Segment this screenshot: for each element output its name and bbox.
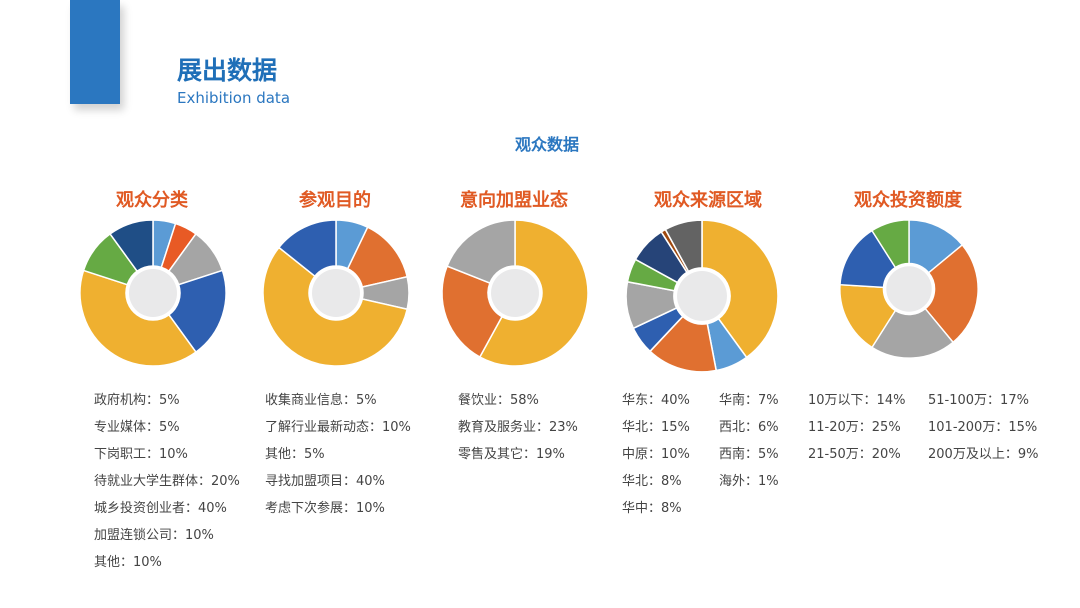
chart-title-franchise-intent: 意向加盟业态 (460, 190, 568, 211)
header-accent-bar (70, 0, 120, 104)
donut-hole (677, 271, 727, 321)
chart-title-investment-amount: 观众投资额度 (854, 190, 962, 211)
legend-item: 中原：10% (622, 447, 690, 462)
legend-item: 专业媒体：5% (94, 420, 180, 435)
donut-hole (312, 269, 360, 317)
donut-slice (870, 307, 955, 359)
donut-slice (446, 219, 516, 285)
chart-title-visit-purpose: 参观目的 (299, 190, 371, 211)
donut-chart-audience-category (79, 219, 227, 367)
legend-item: 教育及服务业：23% (458, 420, 578, 435)
legend-item: 加盟连锁公司：10% (94, 528, 214, 543)
legend-item: 华南：7% (719, 393, 779, 408)
donut-slice (924, 243, 979, 344)
donut-slice (277, 219, 337, 278)
legend-audience-region: 华东：40% 华南：7% 华北：15% 西北：6% 中原：10% 西南：5% 华… (622, 392, 819, 527)
donut-slice (701, 219, 779, 359)
chart-title-audience-region: 观众来源区域 (654, 190, 762, 211)
donut-slice (109, 219, 154, 273)
donut-slice (664, 219, 703, 273)
page-subtitle: Exhibition data (177, 89, 291, 107)
donut-chart-audience-region (625, 219, 779, 373)
legend-item: 寻找加盟项目：40% (265, 474, 385, 489)
legend-item: 政府机构：5% (94, 393, 180, 408)
legend-item: 待就业大学生群体：20% (94, 474, 240, 489)
donut-hole (491, 269, 539, 317)
chart-title-audience-category: 观众分类 (116, 190, 188, 211)
donut-slice (870, 219, 910, 269)
legend-item: 华中：8% (622, 501, 682, 516)
donut-chart-visit-purpose (262, 219, 410, 367)
donut-chart-franchise-intent (441, 219, 589, 367)
legend-item: 城乡投资创业者：40% (94, 501, 227, 516)
legend-item: 海外：1% (719, 474, 779, 489)
legend-visit-purpose: 收集商业信息：5% 了解行业最新动态：10% 其他：5% 寻找加盟项目：40% … (265, 392, 411, 527)
legend-franchise-intent: 餐饮业：58% 教育及服务业：23% 零售及其它：19% (458, 392, 578, 473)
legend-item: 华北：15% (622, 420, 690, 435)
legend-investment-amount: 10万以下：14% 51-100万：17% 11-20万：25% 101-200… (808, 392, 1038, 473)
section-title: 观众数据 (514, 135, 579, 154)
legend-item: 华北：8% (622, 474, 682, 489)
legend-item: 收集商业信息：5% (265, 393, 377, 408)
donut-slice (478, 219, 589, 367)
legend-item: 其他：5% (265, 447, 325, 462)
donut-hole (129, 269, 177, 317)
legend-item: 11-20万：25% (808, 420, 901, 435)
legend-item: 西南：5% (719, 447, 779, 462)
donut-chart-investment-amount (839, 219, 979, 359)
legend-item: 了解行业最新动态：10% (265, 420, 411, 435)
legend-item: 200万及以上：9% (928, 447, 1039, 462)
legend-item: 10万以下：14% (808, 393, 906, 408)
legend-item: 餐饮业：58% (458, 393, 539, 408)
page-title: 展出数据 (177, 56, 278, 85)
legend-item: 101-200万：15% (928, 420, 1038, 435)
legend-item: 下岗职工：10% (94, 447, 188, 462)
legend-audience-category: 政府机构：5% 专业媒体：5% 下岗职工：10% 待就业大学生群体：20% 城乡… (94, 392, 240, 581)
legend-item: 21-50万：20% (808, 447, 901, 462)
donut-slice (441, 265, 504, 358)
legend-item: 其他：10% (94, 555, 162, 570)
donut-slice (262, 246, 409, 367)
legend-item: 51-100万：17% (928, 393, 1029, 408)
donut-slice (79, 269, 197, 367)
legend-item: 考虑下次参展：10% (265, 501, 385, 516)
legend-item: 华东：40% (622, 393, 690, 408)
donut-slice (167, 269, 227, 354)
legend-item: 零售及其它：19% (458, 447, 565, 462)
donut-hole (886, 266, 932, 312)
legend-item: 西北：6% (719, 420, 779, 435)
